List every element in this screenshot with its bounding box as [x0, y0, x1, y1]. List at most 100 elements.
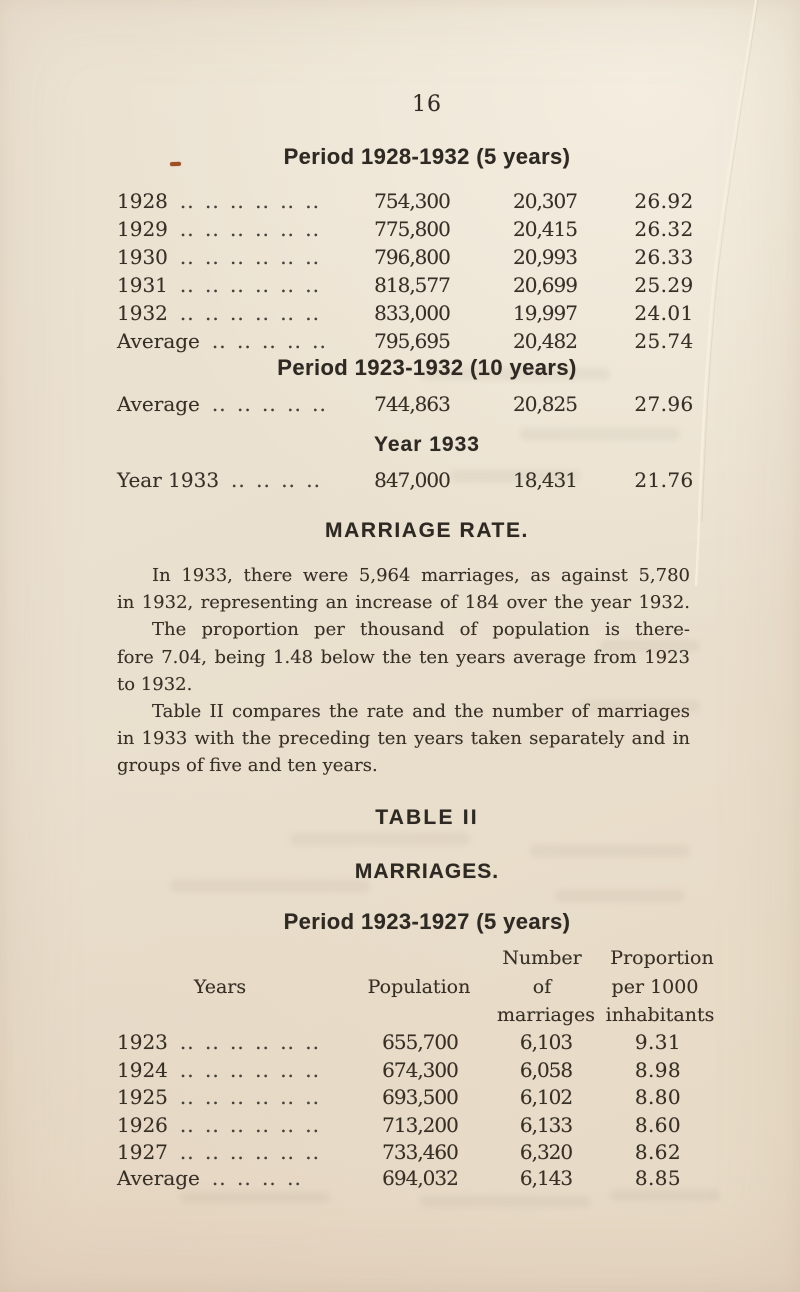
- table-row: Average .. .. .. .. .. 795,695 20,482 25.…: [0, 328, 800, 355]
- marriages-value: 6,103: [519, 1030, 573, 1054]
- year-1933-heading: Year 1933: [374, 433, 480, 456]
- row-label: 1928: [117, 189, 168, 213]
- marriages-value: 20,415: [513, 217, 578, 241]
- marriage-rate-heading: MARRIAGE RATE.: [324, 519, 529, 542]
- page-number: 16: [412, 92, 442, 117]
- paragraph-line: fore 7.04, being 1.48 below the ten year…: [117, 646, 690, 668]
- paragraph-line: in 1932, representing an increase of 184…: [117, 592, 690, 614]
- population-value: 713,200: [382, 1113, 459, 1137]
- period-1923-1932-heading: Period 1923-1932 (10 years): [277, 355, 577, 380]
- rate-value: 9.31: [634, 1030, 682, 1054]
- population-value: 733,460: [382, 1140, 459, 1164]
- table-row: 1924 .. .. .. .. .. .. 674,300 6,058 8.98: [0, 1057, 800, 1084]
- marriage-rate-paragraphs: In 1933, there were 5,964 marriages, as …: [117, 562, 690, 780]
- dot-leader: .. .. .. .. ..: [211, 329, 327, 353]
- paragraph-line: groups of five and ten years.: [117, 755, 378, 777]
- dot-leader: .. .. .. .. .. ..: [179, 1113, 320, 1137]
- row-label: 1927: [117, 1140, 168, 1164]
- population-value: 693,500: [382, 1085, 459, 1109]
- rate-value: 25.74: [634, 329, 694, 353]
- marriages-value: 20,482: [513, 329, 578, 353]
- period-1928-1932-heading: Period 1928-1932 (5 years): [283, 144, 571, 169]
- column-header-years: Years: [193, 976, 247, 998]
- table2-title: TABLE II: [375, 806, 479, 829]
- paragraph-line: In 1933, there were 5,964 marriages, as …: [152, 565, 690, 586]
- dot-leader: .. .. .. .. .. ..: [179, 189, 320, 213]
- dot-leader: .. .. .. .. .. ..: [179, 1085, 320, 1109]
- population-value: 744,863: [374, 392, 451, 416]
- row-label: 1931: [117, 273, 168, 297]
- column-header-marriages-line3: marriages: [496, 1004, 596, 1026]
- marriages-value: 6,058: [519, 1058, 573, 1082]
- period-1923-1927-heading: Period 1923-1927 (5 years): [283, 909, 571, 934]
- dot-leader: .. .. .. ..: [211, 1166, 302, 1190]
- table-row: Average .. .. .. .. .. 744,863 20,825 27.…: [0, 391, 800, 418]
- table-row: 1929 .. .. .. .. .. .. 775,800 20,415 26.…: [0, 216, 800, 243]
- row-label: 1932: [117, 301, 168, 325]
- dot-leader: .. .. .. .. ..: [211, 392, 327, 416]
- table-row: Average .. .. .. .. 694,032 6,143 8.85: [0, 1165, 800, 1192]
- row-label: Average: [117, 392, 200, 416]
- rate-value: 27.96: [634, 392, 694, 416]
- population-value: 775,800: [374, 217, 451, 241]
- table-row: 1931 .. .. .. .. .. .. 818,577 20,699 25.…: [0, 272, 800, 299]
- rate-value: 24.01: [634, 301, 694, 325]
- dot-leader: .. .. .. .. .. ..: [179, 217, 320, 241]
- table-row: 1930 .. .. .. .. .. .. 796,800 20,993 26.…: [0, 244, 800, 271]
- row-label: 1925: [117, 1085, 168, 1109]
- paragraph-line: Table II compares the rate and the numbe…: [152, 701, 690, 723]
- population-value: 754,300: [374, 189, 451, 213]
- population-value: 847,000: [374, 468, 451, 492]
- population-value: 795,695: [374, 329, 451, 353]
- population-value: 833,000: [374, 301, 451, 325]
- rate-value: 26.92: [634, 189, 694, 213]
- rate-value: 26.32: [634, 217, 694, 241]
- marriages-value: 6,133: [519, 1113, 573, 1137]
- dot-leader: .. .. .. .. .. ..: [179, 245, 320, 269]
- rate-value: 8.80: [634, 1085, 682, 1109]
- table-row: 1923 .. .. .. .. .. .. 655,700 6,103 9.31: [0, 1029, 800, 1056]
- population-value: 796,800: [374, 245, 451, 269]
- rate-value: 8.98: [634, 1058, 682, 1082]
- dot-leader: .. .. .. .. .. ..: [179, 1030, 320, 1054]
- column-header-proportion-line2: per 1000: [611, 976, 699, 998]
- rate-value: 8.60: [634, 1113, 682, 1137]
- marriages-value: 20,993: [513, 245, 578, 269]
- paragraph-line: to 1932.: [117, 673, 193, 695]
- marriages-value: 6,320: [519, 1140, 573, 1164]
- column-header-marriages-line2: of: [532, 976, 552, 998]
- column-header-proportion-line3: inhabitants: [605, 1004, 715, 1026]
- marriages-value: 20,699: [513, 273, 578, 297]
- marriages-value: 20,307: [513, 189, 578, 213]
- marriages-value: 20,825: [513, 392, 578, 416]
- rate-value: 8.85: [634, 1166, 682, 1190]
- column-header-population: Population: [367, 976, 471, 998]
- row-label: Year 1933: [117, 468, 220, 492]
- dot-leader: .. .. .. .. .. ..: [179, 273, 320, 297]
- row-label: 1929: [117, 217, 168, 241]
- column-header-proportion-line1: Proportion: [610, 947, 714, 969]
- row-label: 1926: [117, 1113, 168, 1137]
- row-label: 1923: [117, 1030, 168, 1054]
- table2-subtitle: MARRIAGES.: [354, 860, 500, 883]
- row-label: 1930: [117, 245, 168, 269]
- table-row: 1928 .. .. .. .. .. .. 754,300 20,307 26.…: [0, 188, 800, 215]
- marriages-value: 6,102: [519, 1085, 573, 1109]
- column-header-marriages-line1: Number: [502, 947, 582, 969]
- marriages-value: 6,143: [519, 1166, 573, 1190]
- table-row: 1932 .. .. .. .. .. .. 833,000 19,997 24.…: [0, 300, 800, 327]
- rate-value: 21.76: [634, 468, 694, 492]
- table-row: 1925 .. .. .. .. .. .. 693,500 6,102 8.80: [0, 1084, 800, 1111]
- rate-value: 25.29: [634, 273, 694, 297]
- table-row: 1926 .. .. .. .. .. .. 713,200 6,133 8.60: [0, 1112, 800, 1139]
- population-value: 674,300: [382, 1058, 459, 1082]
- population-value: 818,577: [374, 273, 451, 297]
- dot-leader: .. .. .. .. .. ..: [179, 301, 320, 325]
- paragraph-line: The proportion per thousand of populatio…: [152, 619, 690, 641]
- rate-value: 26.33: [634, 245, 694, 269]
- row-label: 1924: [117, 1058, 168, 1082]
- dot-leader: .. .. .. .. .. ..: [179, 1140, 320, 1164]
- rate-value: 8.62: [634, 1140, 682, 1164]
- table-row: 1927 .. .. .. .. .. .. 733,460 6,320 8.62: [0, 1139, 800, 1166]
